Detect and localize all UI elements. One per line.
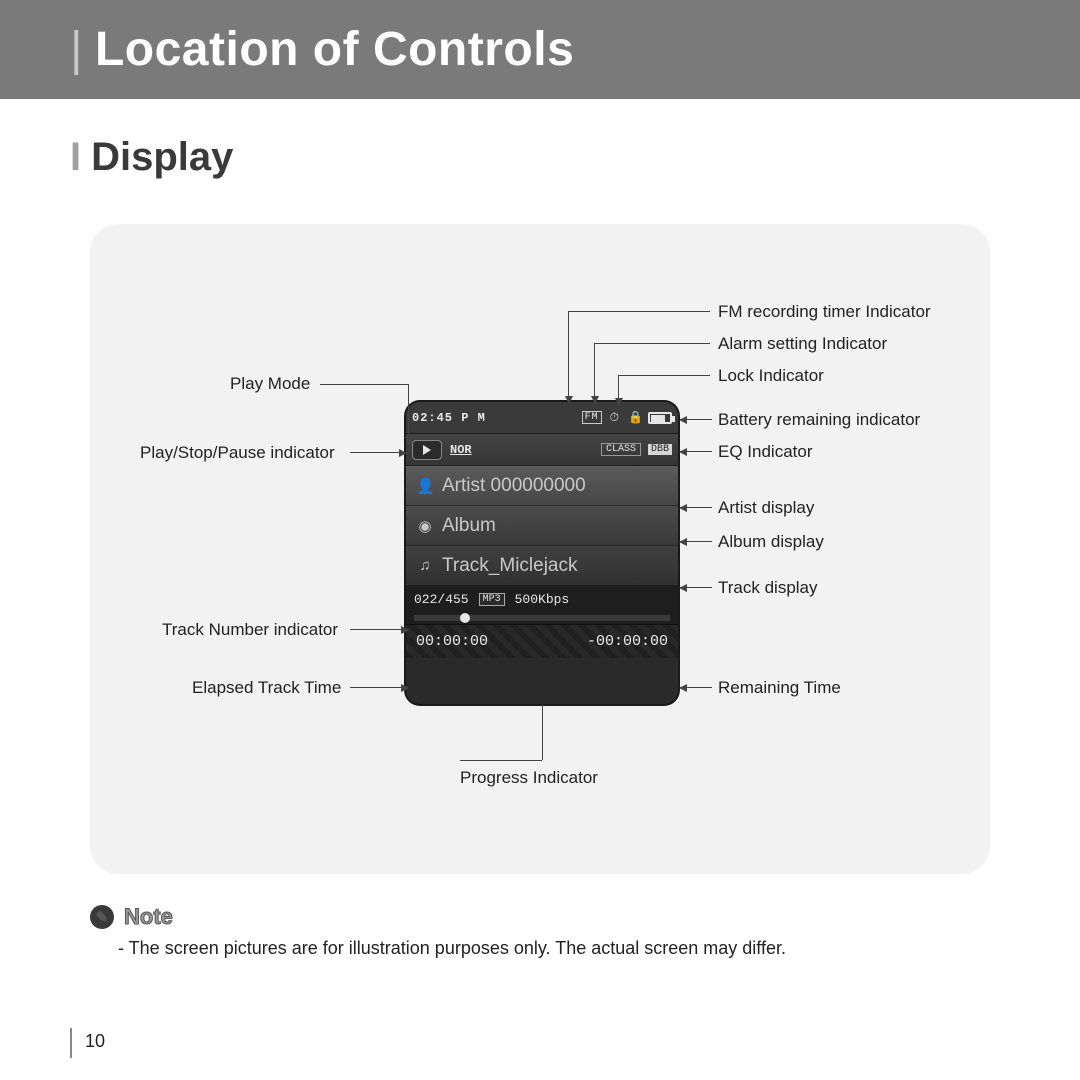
label-track-number: Track Number indicator (162, 620, 338, 640)
label-alarm: Alarm setting Indicator (718, 334, 887, 354)
label-elapsed: Elapsed Track Time (192, 678, 341, 698)
label-remaining: Remaining Time (718, 678, 841, 698)
note-body: - The screen pictures are for illustrati… (118, 938, 990, 959)
line-alarm-h (594, 343, 710, 344)
line-lock-v (618, 375, 619, 405)
info-strip: 022/455 MP3 500Kbps (406, 586, 678, 612)
line-track-number (350, 629, 408, 630)
page-number: 10 (85, 1031, 105, 1052)
artist-row: 👤 Artist 000000000 (406, 466, 678, 506)
label-track: Track display (718, 578, 818, 598)
line-battery (680, 419, 712, 420)
line-play-mode-v (408, 384, 409, 444)
artist-text: Artist 000000000 (442, 475, 586, 497)
subtitle-text: Display (91, 135, 233, 179)
clock-text: 02:45 P M (412, 411, 486, 425)
bitrate-text: 500Kbps (515, 592, 570, 607)
line-progress-v (542, 704, 543, 760)
line-fm-h (568, 311, 710, 312)
device-mode-row: NOR CLASS DBB (406, 434, 678, 466)
note-block: ✎ Note - The screen pictures are for ill… (90, 904, 990, 959)
progress-row (406, 612, 678, 624)
format-badge: MP3 (479, 593, 505, 606)
track-text: Track_Miclejack (442, 555, 578, 577)
fm-badge: FM (582, 411, 602, 424)
display-panel: 02:45 P M FM ⏱ 🔒 NOR CLASS DBB 👤 Artist 0… (90, 224, 990, 874)
artist-icon: 👤 (416, 477, 434, 495)
label-artist: Artist display (718, 498, 814, 518)
battery-icon (648, 412, 672, 424)
label-fm-timer: FM recording timer Indicator (718, 302, 931, 322)
label-play-indicator: Play/Stop/Pause indicator (140, 443, 335, 463)
album-row: ◉ Album (406, 506, 678, 546)
time-row: 00:00:00 -00:00:00 (406, 624, 678, 658)
page-title-band: |Location of Controls (0, 0, 1080, 99)
line-alarm-v (594, 343, 595, 403)
page-number-bar (70, 1028, 72, 1058)
eq-class-box: CLASS (601, 443, 641, 456)
progress-dot (460, 613, 470, 623)
line-album (680, 541, 712, 542)
line-track (680, 587, 712, 588)
subtitle-pipe: I (70, 135, 81, 179)
device-display: 02:45 P M FM ⏱ 🔒 NOR CLASS DBB 👤 Artist 0… (406, 402, 678, 704)
eq-dbb-box: DBB (648, 444, 672, 455)
label-progress: Progress Indicator (460, 768, 598, 788)
alarm-icon: ⏱ (610, 411, 620, 425)
progress-bar (414, 615, 670, 621)
album-text: Album (442, 515, 496, 537)
line-remaining (680, 687, 712, 688)
label-play-mode: Play Mode (230, 374, 310, 394)
track-row: ♫ Track_Miclejack (406, 546, 678, 586)
play-mode-text: NOR (450, 443, 472, 457)
label-album: Album display (718, 532, 824, 552)
label-battery: Battery remaining indicator (718, 410, 920, 430)
title-pipe: | (70, 23, 83, 76)
note-icon: ✎ (90, 905, 114, 929)
label-eq: EQ Indicator (718, 442, 813, 462)
line-artist (680, 507, 712, 508)
line-elapsed (350, 687, 408, 688)
track-icon: ♫ (416, 557, 434, 574)
remaining-text: -00:00:00 (587, 633, 668, 650)
line-progress-h (460, 760, 542, 761)
line-play-mode-h (320, 384, 408, 385)
elapsed-text: 00:00:00 (416, 633, 488, 650)
line-fm-v (568, 311, 569, 403)
album-icon: ◉ (416, 517, 434, 535)
page-title: Location of Controls (95, 23, 574, 76)
device-top-row: 02:45 P M FM ⏱ 🔒 (406, 402, 678, 434)
lock-icon: 🔒 (628, 410, 644, 425)
label-lock: Lock Indicator (718, 366, 824, 386)
line-play-indicator (350, 452, 406, 453)
battery-fill (651, 415, 665, 423)
note-heading: Note (124, 904, 173, 930)
note-heading-row: ✎ Note (90, 904, 990, 930)
track-number-text: 022/455 (414, 592, 469, 607)
line-lock-h (618, 375, 710, 376)
section-subtitle: IDisplay (0, 99, 1080, 180)
play-indicator-icon (412, 440, 442, 460)
line-eq (680, 451, 712, 452)
